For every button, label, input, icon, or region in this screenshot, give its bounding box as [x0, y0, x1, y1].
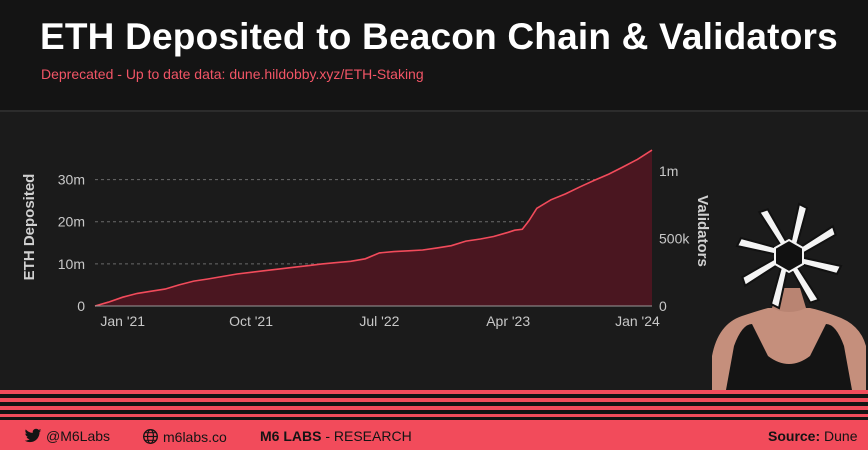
- y-tick-label-right: 500k: [659, 230, 690, 246]
- footer-stripe: [0, 398, 868, 402]
- page-subtitle: Deprecated - Up to date data: dune.hildo…: [41, 66, 424, 82]
- y-tick-label-right: 1m: [659, 163, 678, 179]
- source-label: Source: Dune: [768, 428, 857, 444]
- avatar-top: [726, 324, 852, 390]
- avatar-illustration: [712, 202, 866, 390]
- header: ETH Deposited to Beacon Chain & Validato…: [0, 0, 868, 110]
- x-tick-label: Jul '22: [359, 313, 399, 329]
- starburst-head: [735, 202, 843, 310]
- y-tick-label-right: 0: [659, 298, 667, 314]
- globe-icon: [143, 429, 158, 444]
- website-text: m6labs.co: [163, 429, 227, 445]
- x-tick-label: Jan '24: [615, 313, 660, 329]
- y-tick-label-left: 10m: [58, 256, 85, 272]
- twitter-link[interactable]: @M6Labs: [24, 428, 110, 444]
- header-divider: [0, 110, 868, 112]
- starburst-core: [774, 238, 804, 274]
- eth-deposit-chart: 0 10m 20m 30m 0 500k 1m Jan '21 Oct '21 Jul '22 Ap…: [21, 149, 711, 329]
- brand-name: M6 LABS: [260, 428, 322, 444]
- footer-stripe: [0, 390, 868, 394]
- series-line: [94, 149, 653, 307]
- series-area: [95, 150, 652, 306]
- twitter-bird-icon: [24, 428, 42, 443]
- footer-stripe: [0, 406, 868, 410]
- twitter-handle: @M6Labs: [46, 428, 111, 444]
- source-title: Source:: [768, 428, 821, 444]
- y-tick-label-left: 30m: [58, 172, 85, 188]
- footer-bar: @M6Labs m6labs.co M6 LABS - RESEARCH Sou…: [0, 420, 868, 450]
- y-axis-title-right: Validators: [694, 195, 711, 267]
- x-tick-label: Apr '23: [486, 313, 530, 329]
- x-tick-label: Jan '21: [100, 313, 145, 329]
- brand-suffix: - RESEARCH: [321, 428, 412, 444]
- x-tick-label: Oct '21: [229, 313, 273, 329]
- brand-label: M6 LABS - RESEARCH: [260, 428, 412, 444]
- page-title: ETH Deposited to Beacon Chain & Validato…: [40, 16, 838, 57]
- website-link[interactable]: m6labs.co: [142, 428, 227, 445]
- y-axis-title-left: ETH Deposited: [21, 174, 38, 281]
- y-tick-label-left: 20m: [58, 214, 85, 230]
- y-tick-label-left: 0: [77, 298, 85, 314]
- footer-stripe: [0, 414, 868, 417]
- source-value: Dune: [820, 428, 858, 444]
